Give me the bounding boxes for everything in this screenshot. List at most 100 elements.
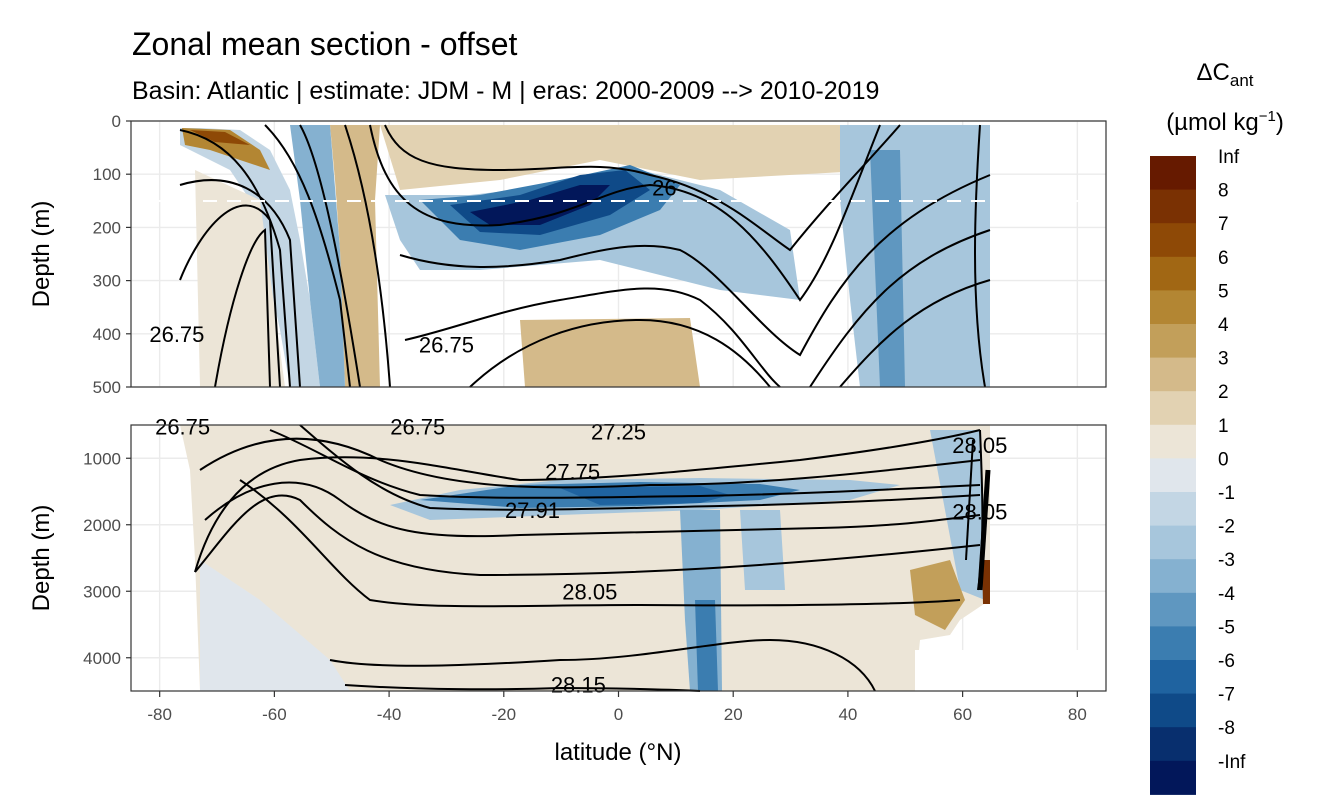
lower-contour-line — [239, 479, 961, 608]
upper-contour-labels: 26 26.75 26.75 — [149, 176, 676, 358]
legend-swatch — [1150, 592, 1196, 627]
contour-label: 28.05 — [952, 433, 1007, 458]
legend-level-label: -4 — [1218, 584, 1235, 605]
upper-contour-line — [179, 204, 281, 388]
legend-unit-sup: −1 — [1259, 108, 1276, 125]
legend-unit: (µmol kg−1) — [1166, 108, 1284, 136]
chart-subtitle: Basin: Atlantic | estimate: JDM - M | er… — [132, 77, 879, 105]
x-tick-label: -20 — [492, 705, 517, 724]
lower-y-axis: 1000 2000 3000 4000 — [83, 449, 131, 668]
upper-contour-line — [179, 129, 291, 388]
legend-swatch — [1150, 391, 1196, 426]
legend-swatch — [1150, 525, 1196, 560]
lower-contour-line — [329, 638, 876, 692]
lower-contour-line — [299, 424, 981, 511]
y-tick-label: 2000 — [83, 516, 121, 535]
contour-label: 27.25 — [591, 420, 646, 445]
lower-contour-shapes — [180, 425, 1106, 691]
lower-y-axis-title: Depth (m) — [28, 505, 55, 612]
legend-swatch — [1150, 660, 1196, 695]
upper-contour-line — [974, 124, 986, 388]
upper-panel-border — [130, 120, 1107, 388]
upper-contour-shapes — [180, 125, 990, 387]
upper-panel: 26 26.75 26.75 0 100 200 300 400 500 Depth (m) — [28, 112, 1107, 397]
legend-title-sub: ant — [1230, 71, 1254, 90]
legend-title-main: ΔC — [1196, 59, 1229, 86]
lower-contour-line — [199, 437, 981, 489]
lower-contour-cluster-north — [977, 469, 991, 591]
lower-contour-line — [344, 684, 701, 692]
upper-contour-line — [179, 179, 301, 388]
legend-swatch — [1150, 290, 1196, 325]
upper-contour-line — [469, 318, 771, 388]
lower-panel: 26.75 26.75 27.25 27.75 27.91 28.05 28.15 28.05… — [28, 414, 1107, 697]
legend-swatch — [1150, 256, 1196, 291]
upper-contour-line — [264, 124, 351, 388]
legend-swatch — [1150, 760, 1196, 795]
legend-level-label: -3 — [1218, 550, 1235, 571]
lower-contour-line — [965, 439, 974, 561]
legend-swatch — [1150, 693, 1196, 728]
contour-label: 28.05 — [952, 499, 1007, 524]
legend-level-label: 4 — [1218, 315, 1229, 336]
contour-label: 27.75 — [545, 460, 600, 485]
contour-label: 27.91 — [505, 498, 560, 523]
x-tick-label: -60 — [262, 705, 287, 724]
y-tick-label: 400 — [93, 325, 121, 344]
legend-level-label: -Inf — [1218, 752, 1246, 773]
upper-contour-line — [399, 174, 991, 357]
lower-contour-labels: 26.75 26.75 27.25 27.75 27.91 28.05 28.15 28.05… — [155, 414, 1007, 697]
upper-contour-line — [214, 228, 271, 388]
legend-swatch — [1150, 189, 1196, 224]
legend-swatches — [1150, 156, 1196, 795]
legend-labels: Inf 8 7 6 5 4 3 2 1 0 -1 -2 -3 -4 -5 -6 -7 -8 -Inf — [1218, 147, 1246, 773]
upper-y-axis-title: Depth (m) — [28, 201, 55, 308]
legend-level-label: 2 — [1218, 382, 1229, 403]
y-tick-label: 0 — [112, 112, 121, 131]
upper-contour-line — [369, 124, 881, 302]
contour-label: 26 — [652, 176, 676, 201]
lower-density-contours — [194, 424, 991, 692]
upper-density-contours — [179, 124, 991, 388]
lower-contour-line — [194, 494, 981, 577]
legend-swatch — [1150, 626, 1196, 661]
lower-light-blue-south — [200, 560, 350, 691]
legend-swatch — [1150, 156, 1196, 191]
lower-bathymetry-mask — [915, 650, 1106, 691]
legend-swatch — [1150, 727, 1196, 762]
legend-level-label: 5 — [1218, 281, 1229, 302]
upper-brown-deep-equator — [520, 318, 700, 387]
legend-swatch — [1150, 458, 1196, 493]
lower-brown-north-deep — [910, 560, 965, 630]
legend-swatch — [1150, 223, 1196, 258]
lower-dark-brown-north — [982, 560, 990, 604]
x-tick-label: 80 — [1068, 705, 1087, 724]
legend-level-label: -1 — [1218, 483, 1235, 504]
upper-y-axis: 0 100 200 300 400 500 — [93, 112, 131, 397]
y-tick-label: 100 — [93, 165, 121, 184]
legend-swatch — [1150, 424, 1196, 459]
chart-title: Zonal mean section - offset — [132, 26, 518, 62]
legend-level-label: -7 — [1218, 685, 1235, 706]
upper-darkest-blue-core — [470, 185, 610, 225]
upper-contour-line — [344, 124, 391, 388]
legend-level-label: 8 — [1218, 181, 1229, 202]
legend-swatch — [1150, 559, 1196, 594]
contour-label: 28.15 — [551, 672, 606, 697]
x-tick-label: 20 — [724, 705, 743, 724]
upper-contour-line — [384, 124, 901, 252]
x-axis: -80 -60 -40 -20 0 20 40 60 80 — [147, 691, 1087, 724]
colorbar-legend: ΔCant (µmol kg−1) Inf 8 7 6 5 4 3 2 1 0 -1 -2 -3 -4 -5… — [1150, 59, 1284, 795]
y-tick-label: 4000 — [83, 649, 121, 668]
legend-swatch — [1150, 324, 1196, 359]
y-tick-label: 3000 — [83, 582, 121, 601]
y-tick-label: 200 — [93, 218, 121, 237]
contour-label: 26.75 — [419, 332, 474, 357]
upper-brown-band-45s — [330, 125, 380, 387]
lower-contour-line — [204, 481, 981, 538]
legend-swatch — [1150, 357, 1196, 392]
contour-label: 28.05 — [562, 579, 617, 604]
upper-dark-brown-surface — [190, 130, 250, 145]
x-axis-title: latitude (°N) — [555, 739, 682, 766]
